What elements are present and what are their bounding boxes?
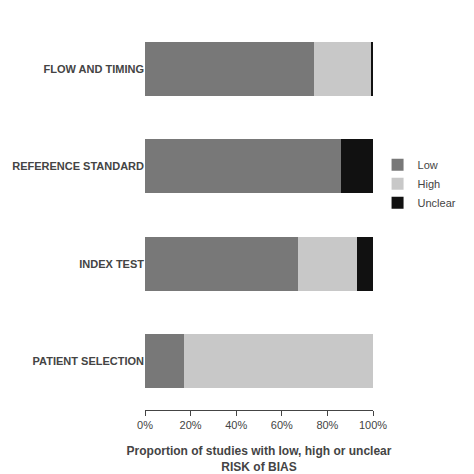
svg-text:80%: 80%	[316, 419, 338, 431]
svg-text:INDEX TEST: INDEX TEST	[79, 258, 144, 270]
svg-text:20%: 20%	[180, 419, 202, 431]
svg-text:60%: 60%	[271, 419, 293, 431]
svg-text:40%: 40%	[225, 419, 247, 431]
svg-text:REFERENCE STANDARD: REFERENCE STANDARD	[12, 160, 144, 172]
svg-text:Low: Low	[418, 159, 438, 171]
svg-text:PATIENT SELECTION: PATIENT SELECTION	[33, 355, 144, 367]
svg-text:0%: 0%	[137, 419, 153, 431]
svg-text:Proportion of studies with low: Proportion of studies with low, high or …	[127, 444, 392, 474]
svg-text:Unclear: Unclear	[418, 197, 456, 209]
svg-text:High: High	[418, 178, 441, 190]
svg-text:FLOW AND TIMING: FLOW AND TIMING	[44, 63, 144, 75]
svg-text:100%: 100%	[359, 419, 387, 431]
